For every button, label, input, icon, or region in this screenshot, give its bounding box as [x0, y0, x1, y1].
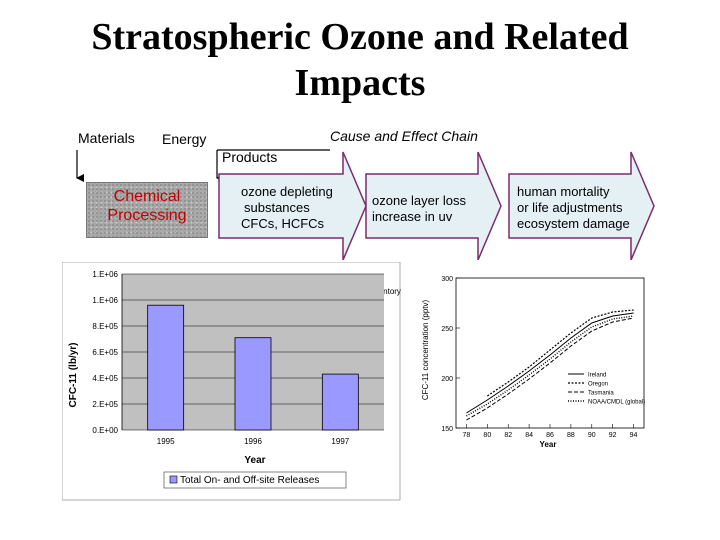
line-x-tick-label: 78: [463, 432, 471, 439]
line-plot-border: [455, 277, 645, 429]
bar-x-axis-label: Year: [244, 455, 265, 466]
ozone-loss-text: ozone layer loss increase in uv: [372, 193, 466, 225]
bar-legend-swatch: [169, 475, 178, 484]
human-line-1: human mortality: [517, 184, 610, 199]
bar-y-tick-label: 1.E+06: [92, 296, 118, 305]
legend-label-2: Tasmania: [588, 391, 614, 397]
line-x-tick-label: 88: [567, 432, 575, 439]
bar-x-tick-label: 1995: [157, 437, 175, 446]
bar-legend-box: [163, 471, 347, 489]
ods-text: ozone depleting substances CFCs, HCFCs: [241, 184, 333, 232]
ozone-loss-line-1: ozone layer loss: [372, 193, 466, 208]
energy-label: Energy: [162, 131, 207, 147]
ods-arrow: [218, 151, 367, 260]
materials-label: Materials: [78, 130, 135, 146]
chemical-line-2: Processing: [107, 207, 187, 224]
ozone-loss-arrow: [365, 151, 502, 260]
line-y-tick-label: 300: [441, 276, 453, 283]
line-y-tick-label: 200: [441, 376, 453, 383]
chain-arrows: [76, 149, 655, 260]
bar-y-tick-label: 2.E+05: [92, 400, 118, 409]
legend-label-3: NOAA/CMDL (global): [588, 400, 645, 406]
line-y-tick-label: 150: [441, 426, 453, 433]
human-impact-text: human mortality or life adjustments ecos…: [517, 184, 630, 232]
bar-plot-area: 0.E+00 2.E+05 4.E+05 6.E+05 8.E+05 1.E+06 1.E+…: [92, 270, 384, 446]
bar-x-tick-label: 1997: [331, 437, 349, 446]
human-impact-arrow: [508, 151, 655, 260]
line-x-tick-label: 80: [483, 432, 491, 439]
line-x-tick-label: 94: [630, 432, 638, 439]
chemical-line-1: Chemical: [113, 188, 181, 205]
title-line-1: Stratospheric Ozone and Related: [91, 16, 629, 58]
human-line-2: or life adjustments: [517, 200, 623, 215]
cause-effect-label: Cause and Effect Chain: [330, 128, 478, 144]
chemical-processing-box: Chemical Processing: [86, 182, 208, 238]
line-x-tick-label: 90: [588, 432, 596, 439]
line-plot-area: 150 200 250 300 78 80 82 84 86 88 90 92 94 Ireland Ore…: [441, 276, 645, 439]
tri-bar-chart: Toxics Release Inventory Data 0.E+002.E+…: [62, 262, 402, 501]
products-label: Products: [222, 149, 278, 165]
line-x-tick-label: 86: [546, 432, 554, 439]
ods-line-2: substances: [244, 200, 310, 215]
human-line-3: ecosystem damage: [517, 216, 630, 231]
line-y-tick-label: 250: [441, 326, 453, 333]
bar-legend-label: Total On- and Off-site Releases: [180, 475, 319, 486]
bar-1995: [147, 304, 185, 431]
line-x-tick-label: 84: [525, 432, 533, 439]
line-x-axis-label: Year: [540, 440, 557, 449]
ozone-loss-line-2: increase in uv: [372, 209, 453, 224]
bar-y-axis-label: CFC-11 (lb/yr): [68, 342, 79, 407]
bar-y-tick-label: 1.E+06: [92, 270, 118, 279]
bar-1996: [234, 337, 272, 431]
bar-y-tick-label: 8.E+05: [92, 322, 118, 331]
line-x-tick-label: 82: [504, 432, 512, 439]
line-y-axis-label: CFC-11 concentration (pptv): [421, 300, 430, 401]
bar-y-tick-label: 6.E+05: [92, 348, 118, 357]
legend-label-1: Oregon: [588, 382, 608, 388]
series-line-1: [486, 309, 634, 397]
ods-line-3: CFCs, HCFCs: [241, 216, 325, 231]
cfc-concentration-chart: 150 200 250 300 78 80 82 84 86 88 90 92 94 Ireland Ore…: [414, 264, 652, 452]
legend-label-0: Ireland: [588, 373, 606, 379]
title-line-2: Impacts: [294, 62, 426, 104]
line-x-tick-label: 92: [609, 432, 617, 439]
ods-line-1: ozone depleting: [241, 184, 333, 199]
bar-1997: [321, 373, 359, 431]
bar-y-tick-label: 4.E+05: [92, 374, 118, 383]
page-title: Stratospheric Ozone and Related Impacts: [40, 14, 680, 106]
series-line-0: [466, 312, 634, 414]
bar-y-tick-label: 0.E+00: [92, 426, 118, 435]
bar-x-tick-label: 1996: [244, 437, 262, 446]
series-line-2: [466, 317, 634, 421]
